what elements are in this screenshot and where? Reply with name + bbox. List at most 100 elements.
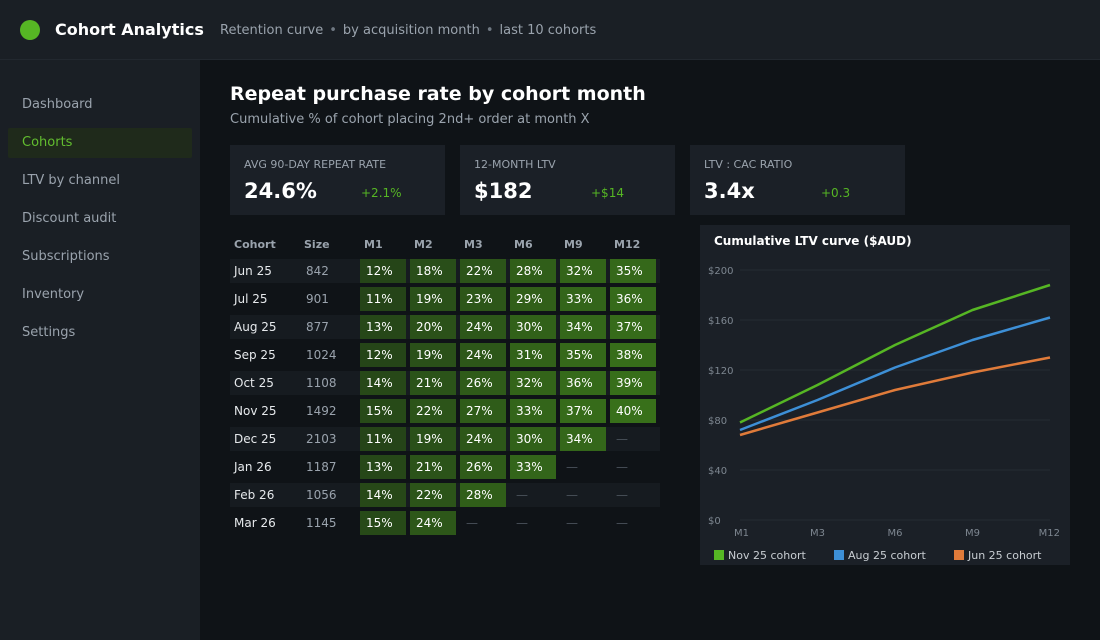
retention-cell[interactable]: 38%	[610, 343, 656, 367]
table-row[interactable]: Jul 25 901 11% 19% 23% 29% 33% 36%	[230, 287, 660, 311]
column-header-cohort[interactable]: Cohort	[234, 238, 276, 251]
table-row[interactable]: Jun 25 842 12% 18% 22% 28% 32% 35%	[230, 259, 660, 283]
column-header-m6[interactable]: M6	[514, 238, 533, 251]
retention-cell[interactable]: 30%	[510, 315, 556, 339]
retention-cell[interactable]: 11%	[360, 427, 406, 451]
kpi-delta: +$14	[591, 186, 624, 200]
cohort-size: 1024	[306, 348, 337, 362]
retention-cell[interactable]: 19%	[410, 287, 456, 311]
retention-cell[interactable]: 32%	[510, 371, 556, 395]
retention-cell[interactable]: 15%	[360, 511, 406, 535]
legend-item[interactable]: Jun 25 cohort	[954, 549, 1042, 563]
retention-cell[interactable]: 12%	[360, 259, 406, 283]
retention-cell[interactable]: 22%	[460, 259, 506, 283]
breadcrumb-item[interactable]: Retention curve	[220, 23, 324, 38]
series-line-0[interactable]	[739, 283, 1051, 424]
cohort-label: Jul 25	[234, 292, 268, 306]
column-header-m3[interactable]: M3	[464, 238, 483, 251]
retention-cell-empty: —	[516, 488, 528, 502]
retention-cell[interactable]: 26%	[460, 455, 506, 479]
series-line-1[interactable]	[739, 316, 1051, 432]
retention-cell[interactable]: 24%	[460, 427, 506, 451]
retention-cell[interactable]: 19%	[410, 427, 456, 451]
retention-cell[interactable]: 23%	[460, 287, 506, 311]
retention-cell[interactable]: 29%	[510, 287, 556, 311]
retention-cell[interactable]: 20%	[410, 315, 456, 339]
retention-cell[interactable]: 22%	[410, 399, 456, 423]
breadcrumb-item[interactable]: last 10 cohorts	[499, 23, 597, 38]
column-header-m2[interactable]: M2	[414, 238, 433, 251]
cohort-label: Feb 26	[234, 488, 275, 502]
retention-cell[interactable]: 19%	[410, 343, 456, 367]
sidebar-item-subscriptions[interactable]: Subscriptions	[22, 249, 110, 264]
retention-cell[interactable]: 33%	[560, 287, 606, 311]
table-row[interactable]: Sep 25 1024 12% 19% 24% 31% 35% 38%	[230, 343, 660, 367]
table-row[interactable]: Oct 25 1108 14% 21% 26% 32% 36% 39%	[230, 371, 660, 395]
retention-cell[interactable]: 18%	[410, 259, 456, 283]
retention-cell[interactable]: 14%	[360, 371, 406, 395]
chart-title: Cumulative LTV curve ($AUD)	[714, 234, 912, 248]
series-line-2[interactable]	[739, 356, 1051, 437]
retention-cell[interactable]: 24%	[460, 315, 506, 339]
retention-cell[interactable]: 28%	[510, 259, 556, 283]
retention-cell[interactable]: 30%	[510, 427, 556, 451]
retention-cell[interactable]: 33%	[510, 399, 556, 423]
retention-cell[interactable]: 35%	[610, 259, 656, 283]
table-row[interactable]: Feb 26 1056 14% 22% 28% — — —	[230, 483, 660, 507]
legend-label: Nov 25 cohort	[728, 549, 806, 562]
sidebar-item-dashboard[interactable]: Dashboard	[22, 97, 93, 112]
retention-cell[interactable]: 36%	[560, 371, 606, 395]
sidebar-item-ltv-by-channel[interactable]: LTV by channel	[22, 173, 120, 188]
retention-cell[interactable]: 15%	[360, 399, 406, 423]
table-row[interactable]: Aug 25 877 13% 20% 24% 30% 34% 37%	[230, 315, 660, 339]
column-header-size[interactable]: Size	[304, 238, 330, 251]
table-row[interactable]: Jan 26 1187 13% 21% 26% 33% — —	[230, 455, 660, 479]
retention-cell[interactable]: 21%	[410, 371, 456, 395]
legend-item[interactable]: Aug 25 cohort	[834, 549, 926, 563]
retention-cell[interactable]: 37%	[610, 315, 656, 339]
retention-cell[interactable]: 22%	[410, 483, 456, 507]
breadcrumb-item[interactable]: by acquisition month	[342, 23, 480, 38]
sidebar-item-discount-audit[interactable]: Discount audit	[22, 211, 117, 226]
retention-cell[interactable]: 34%	[560, 427, 606, 451]
retention-cell[interactable]: 24%	[460, 343, 506, 367]
retention-cell[interactable]: 13%	[360, 455, 406, 479]
retention-cell[interactable]: 40%	[610, 399, 656, 423]
sidebar-item-inventory[interactable]: Inventory	[22, 287, 85, 302]
retention-cell[interactable]: 11%	[360, 287, 406, 311]
column-header-m12[interactable]: M12	[614, 238, 641, 251]
legend-item[interactable]: Nov 25 cohort	[714, 549, 806, 563]
retention-cell[interactable]: 26%	[460, 371, 506, 395]
retention-cell[interactable]: 21%	[410, 455, 456, 479]
retention-cell[interactable]: 32%	[560, 259, 606, 283]
table-row[interactable]: Dec 25 2103 11% 19% 24% 30% 34% —	[230, 427, 660, 451]
kpi-label: LTV : CAC RATIO	[704, 158, 793, 171]
retention-cell[interactable]: 31%	[510, 343, 556, 367]
retention-cell[interactable]: 12%	[360, 343, 406, 367]
retention-cell[interactable]: 13%	[360, 315, 406, 339]
retention-cell[interactable]: 39%	[610, 371, 656, 395]
retention-cell[interactable]: 33%	[510, 455, 556, 479]
table-row[interactable]: Mar 26 1145 15% 24% — — — —	[230, 511, 660, 535]
column-header-m9[interactable]: M9	[564, 238, 583, 251]
retention-cell[interactable]: 34%	[560, 315, 606, 339]
column-header-m1[interactable]: M1	[364, 238, 383, 251]
y-tick-label: $0	[708, 516, 721, 527]
retention-cell[interactable]: 14%	[360, 483, 406, 507]
retention-cell-empty: —	[566, 516, 578, 530]
kpi-card-ltv: 12-MONTH LTV $182 +$14	[460, 145, 675, 215]
sidebar-item-cohorts[interactable]: Cohorts	[8, 128, 192, 158]
retention-cell[interactable]: 35%	[560, 343, 606, 367]
retention-cell[interactable]: 36%	[610, 287, 656, 311]
sidebar-item-settings[interactable]: Settings	[22, 325, 76, 340]
retention-cell[interactable]: 28%	[460, 483, 506, 507]
retention-cell[interactable]: 24%	[410, 511, 456, 535]
table-row[interactable]: Nov 25 1492 15% 22% 27% 33% 37% 40%	[230, 399, 660, 423]
legend-swatch	[954, 550, 964, 560]
retention-cell-empty: —	[616, 460, 628, 474]
retention-cell[interactable]: 27%	[460, 399, 506, 423]
x-tick-label: M1	[734, 528, 749, 539]
breadcrumb: Retention curve • by acquisition month • las…	[220, 23, 596, 39]
retention-cell[interactable]: 37%	[560, 399, 606, 423]
cohort-size: 901	[306, 292, 329, 306]
